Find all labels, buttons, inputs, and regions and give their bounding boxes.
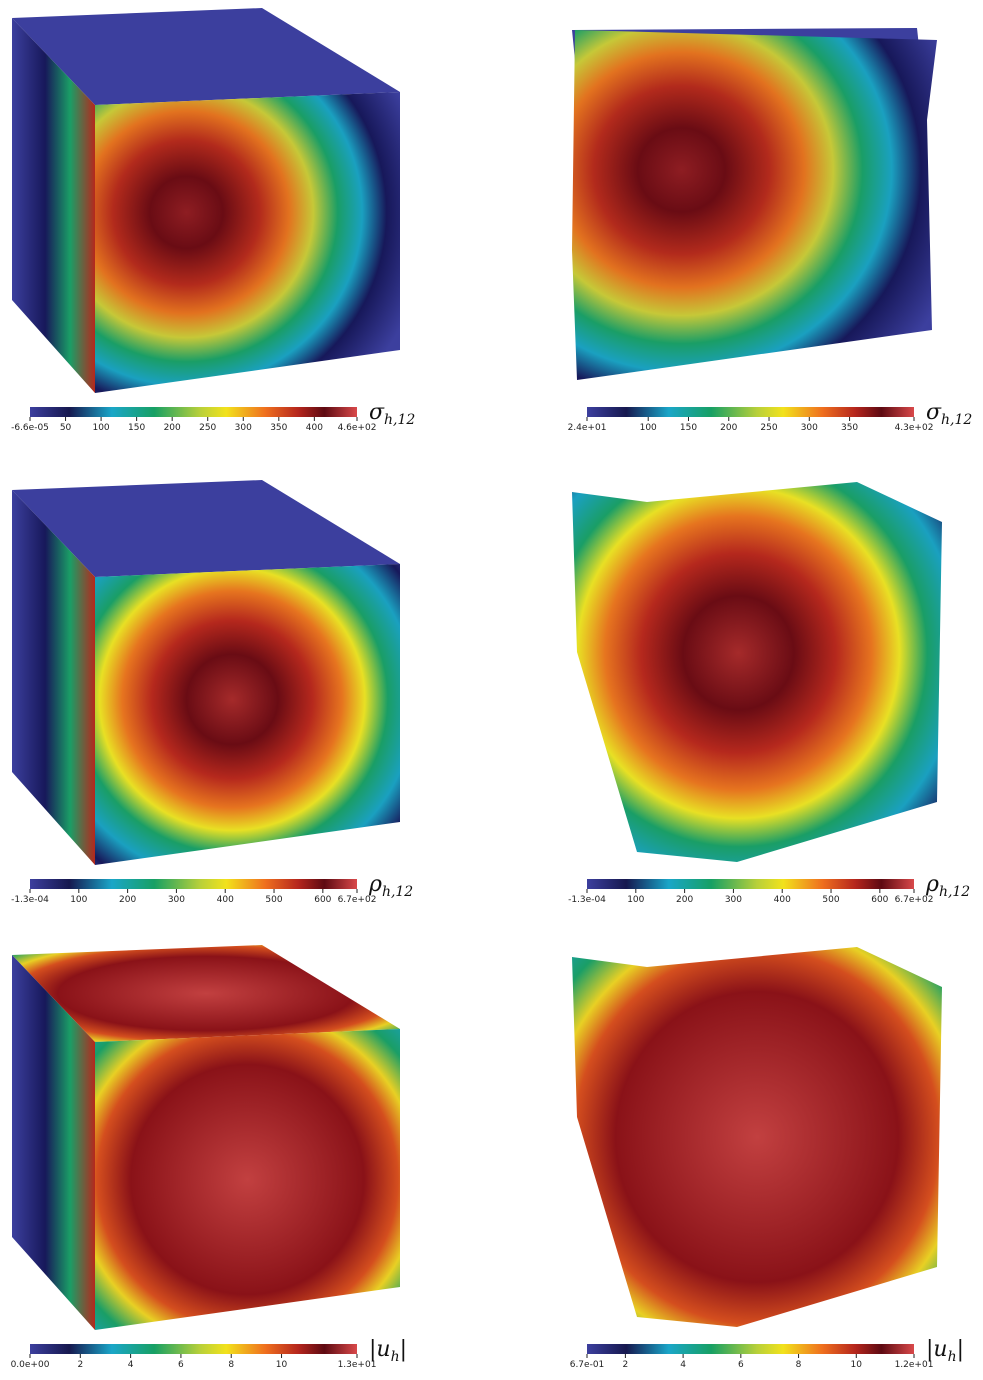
colorbar-tick-label: 600 xyxy=(314,895,331,905)
colorbar-tick-label: 250 xyxy=(760,423,777,433)
colorbar xyxy=(587,879,914,889)
cube-front xyxy=(95,564,400,865)
cube-left xyxy=(12,955,95,1330)
colorbar-tick-label: -6.6e-05 xyxy=(11,423,49,433)
colorbar xyxy=(587,1344,914,1354)
colorbar-tick-label: 100 xyxy=(70,895,87,905)
isosurface xyxy=(572,947,942,1327)
colorbar-tick-label: 150 xyxy=(128,423,145,433)
colorbar-symbol: σh,12 xyxy=(369,400,415,428)
colorbar-tick-label: 4 xyxy=(128,1360,134,1370)
symbol: σ xyxy=(926,400,942,425)
cube-top xyxy=(12,480,400,577)
colorbar-tick-label: 400 xyxy=(217,895,234,905)
symbol-subscript: h,12 xyxy=(939,884,970,900)
cube-top xyxy=(12,8,400,105)
colorbar-tick-label: 2 xyxy=(77,1360,83,1370)
colorbar-tick-label: 300 xyxy=(801,423,818,433)
colorbar-tick-label: 150 xyxy=(680,423,697,433)
colorbar-tick-label: -1.3e-04 xyxy=(11,895,49,905)
colorbar-tick-label: 6.7e-01 xyxy=(570,1360,605,1370)
cube-left xyxy=(12,490,95,865)
colorbar-tick-label: 350 xyxy=(841,423,858,433)
symbol-subscript: h,12 xyxy=(941,412,972,428)
symbol-subscript: h xyxy=(391,1349,400,1365)
colorbar xyxy=(30,879,357,889)
colorbar-tick-label: 350 xyxy=(270,423,287,433)
colorbar-tick-label: 6.7e+02 xyxy=(895,895,934,905)
colorbar-tick-label: 0.0e+00 xyxy=(11,1360,50,1370)
colorbar-tick-label: 200 xyxy=(119,895,136,905)
colorbar-tick-label: 400 xyxy=(774,895,791,905)
colorbar-tick-label: 600 xyxy=(871,895,888,905)
colorbar-tick-label: 200 xyxy=(720,423,737,433)
colorbar-tick-label: 300 xyxy=(235,423,252,433)
colorbar xyxy=(587,407,914,417)
colorbar-symbol: |uh| xyxy=(369,1337,407,1365)
colorbar-tick-label: 200 xyxy=(164,423,181,433)
colorbar-tick-label: 6 xyxy=(178,1360,184,1370)
colorbar-tick-label: 1.2e+01 xyxy=(895,1360,934,1370)
colorbar-tick-label: 10 xyxy=(851,1360,863,1370)
colorbar-tick-label: 500 xyxy=(822,895,839,905)
symbol-subscript: h xyxy=(948,1349,957,1365)
symbol-subscript: h,12 xyxy=(384,412,415,428)
colorbar xyxy=(30,1344,357,1354)
colorbar-symbol: σh,12 xyxy=(926,400,972,428)
colorbar-tick-label: 4.6e+02 xyxy=(338,423,377,433)
colorbar-tick-label: 4 xyxy=(680,1360,686,1370)
colorbar-tick-label: 8 xyxy=(796,1360,802,1370)
colorbar-tick-label: 300 xyxy=(168,895,185,905)
colorbar-tick-label: 2 xyxy=(623,1360,629,1370)
colorbar-tick-label: 50 xyxy=(60,423,72,433)
isosurface xyxy=(572,30,937,380)
colorbar-tick-label: 100 xyxy=(92,423,109,433)
colorbar-tick-label: 100 xyxy=(627,895,644,905)
colorbar-tick-label: 100 xyxy=(640,423,657,433)
colorbar-symbol: ρh,12 xyxy=(925,872,970,900)
colorbar-tick-label: -1.3e-04 xyxy=(568,895,606,905)
colorbar-tick-label: 400 xyxy=(306,423,323,433)
colorbar-symbol: |uh| xyxy=(926,1337,964,1365)
colorbar-tick-label: 300 xyxy=(725,895,742,905)
colorbar-tick-label: 6.7e+02 xyxy=(338,895,377,905)
symbol: ρ xyxy=(925,872,939,897)
symbol: ρ xyxy=(368,872,382,897)
colorbar-tick-label: 2.4e+01 xyxy=(568,423,607,433)
colorbar-tick-label: 200 xyxy=(676,895,693,905)
symbol: |u xyxy=(369,1337,391,1362)
symbol-suffix: | xyxy=(400,1337,407,1362)
colorbar-tick-label: 10 xyxy=(276,1360,288,1370)
colorbar-tick-label: 4.3e+02 xyxy=(895,423,934,433)
colorbar-tick-label: 1.3e+01 xyxy=(338,1360,377,1370)
symbol: |u xyxy=(926,1337,948,1362)
isosurface xyxy=(572,482,942,862)
cube-top xyxy=(12,945,400,1042)
symbol-subscript: h,12 xyxy=(382,884,413,900)
colorbar xyxy=(30,407,357,417)
colorbar-symbol: ρh,12 xyxy=(368,872,413,900)
colorbar-tick-label: 500 xyxy=(265,895,282,905)
symbol-suffix: | xyxy=(957,1337,964,1362)
symbol: σ xyxy=(369,400,385,425)
colorbar-tick-label: 8 xyxy=(228,1360,234,1370)
cube-left xyxy=(12,18,95,393)
colorbar-tick-label: 6 xyxy=(738,1360,744,1370)
cube-front xyxy=(95,1029,400,1330)
colorbar-tick-label: 250 xyxy=(199,423,216,433)
cube-front xyxy=(95,92,400,393)
